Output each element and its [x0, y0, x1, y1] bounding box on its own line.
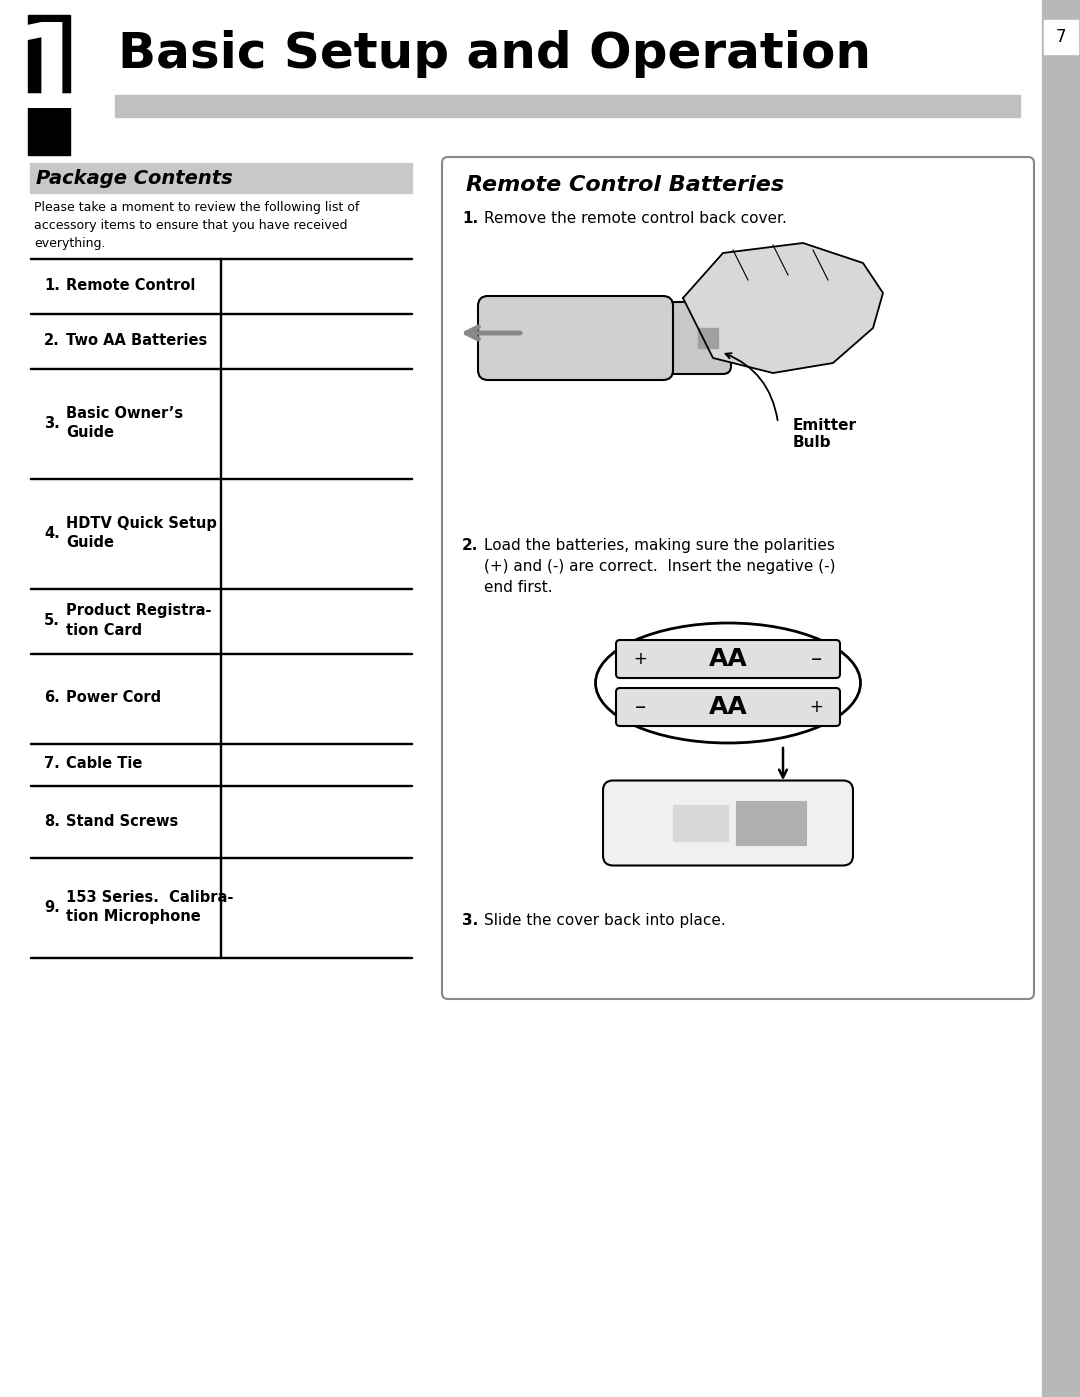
- Text: Remote Control Batteries: Remote Control Batteries: [465, 175, 784, 196]
- Text: Remove the remote control back cover.: Remove the remote control back cover.: [484, 211, 787, 226]
- Text: 4.: 4.: [44, 525, 59, 541]
- FancyBboxPatch shape: [616, 687, 840, 726]
- Text: 7.: 7.: [44, 757, 59, 771]
- Text: Product Registra-
tion Card: Product Registra- tion Card: [66, 604, 212, 638]
- Text: 9.: 9.: [44, 900, 59, 915]
- FancyBboxPatch shape: [616, 640, 840, 678]
- Polygon shape: [683, 243, 883, 373]
- Text: Package Contents: Package Contents: [36, 169, 233, 187]
- Text: Cable Tie: Cable Tie: [66, 757, 143, 771]
- Text: Remote Control: Remote Control: [66, 278, 195, 293]
- Text: 8.: 8.: [44, 813, 59, 828]
- Text: Load the batteries, making sure the polarities
(+) and (-) are correct.  Insert : Load the batteries, making sure the pola…: [484, 538, 836, 595]
- Text: 3.: 3.: [44, 415, 59, 430]
- Text: 3.: 3.: [462, 914, 478, 928]
- Bar: [30, 163, 411, 193]
- Text: Emitter
Bulb: Emitter Bulb: [793, 418, 858, 450]
- FancyBboxPatch shape: [478, 296, 673, 380]
- Text: Basic Owner’s
Guide: Basic Owner’s Guide: [66, 405, 184, 440]
- Text: 7: 7: [1056, 28, 1066, 46]
- Text: 6.: 6.: [44, 690, 59, 705]
- Bar: [114, 95, 1020, 117]
- Text: HDTV Quick Setup
Guide: HDTV Quick Setup Guide: [66, 515, 217, 550]
- Text: Slide the cover back into place.: Slide the cover back into place.: [484, 914, 726, 928]
- Ellipse shape: [595, 623, 861, 743]
- Text: Two AA Batteries: Two AA Batteries: [66, 332, 207, 348]
- Text: AA: AA: [708, 694, 747, 719]
- Bar: [1044, 20, 1078, 54]
- FancyBboxPatch shape: [615, 302, 731, 374]
- Bar: [1042, 0, 1080, 1397]
- Text: Basic Setup and Operation: Basic Setup and Operation: [118, 29, 870, 78]
- FancyBboxPatch shape: [442, 156, 1034, 999]
- Text: 1.: 1.: [44, 278, 59, 293]
- Text: 153 Series.  Calibra-
tion Microphone: 153 Series. Calibra- tion Microphone: [66, 890, 233, 925]
- Text: 2.: 2.: [462, 538, 478, 553]
- Text: 5.: 5.: [44, 613, 59, 629]
- Text: –: –: [810, 650, 822, 669]
- Text: –: –: [634, 697, 646, 717]
- Bar: [28, 15, 70, 155]
- Text: 1: 1: [8, 18, 90, 133]
- Bar: [735, 800, 806, 845]
- Text: Power Cord: Power Cord: [66, 690, 161, 705]
- Text: AA: AA: [708, 647, 747, 671]
- Text: Stand Screws: Stand Screws: [66, 813, 178, 828]
- Text: +: +: [633, 650, 647, 668]
- Text: +: +: [809, 698, 823, 717]
- Bar: [673, 805, 728, 841]
- Bar: [698, 328, 718, 348]
- Text: Please take a moment to review the following list of
accessory items to ensure t: Please take a moment to review the follo…: [33, 201, 360, 250]
- FancyBboxPatch shape: [603, 781, 853, 866]
- Text: 2.: 2.: [44, 332, 59, 348]
- Text: 1.: 1.: [462, 211, 478, 226]
